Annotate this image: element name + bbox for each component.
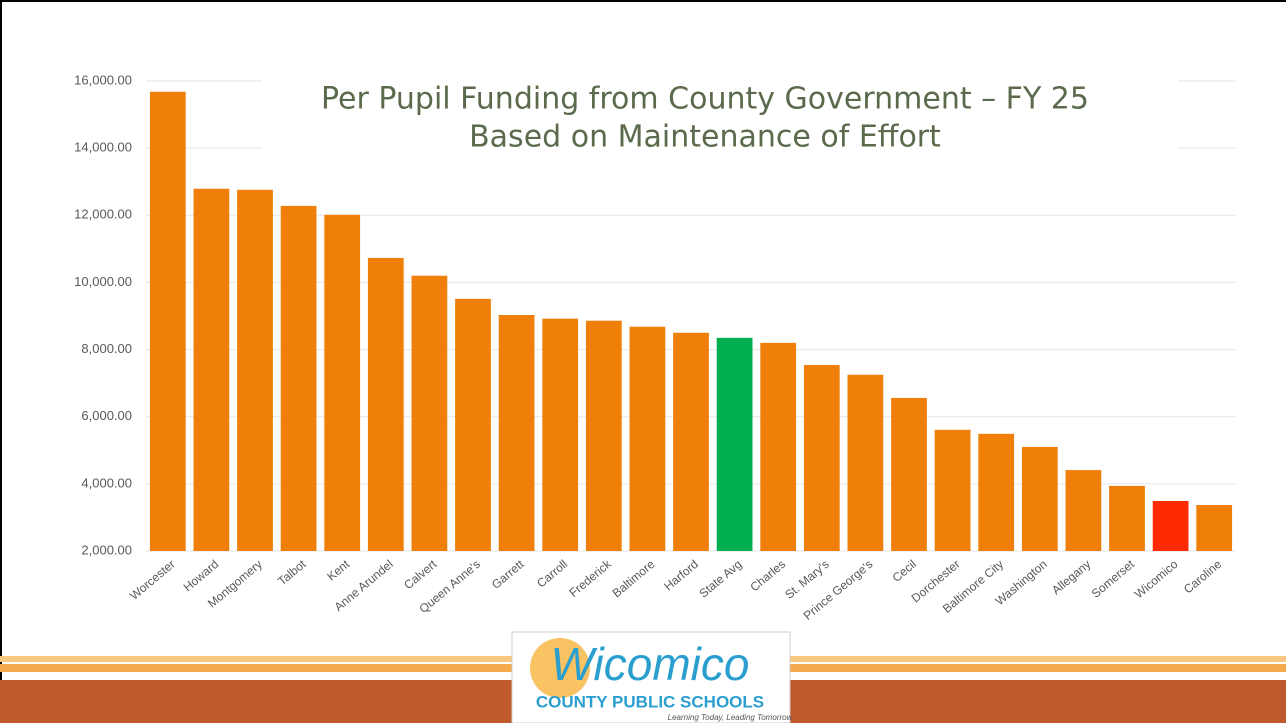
logo-subtitle: COUNTY PUBLIC SCHOOLS: [536, 692, 764, 711]
bar: [803, 365, 840, 551]
y-tick-label: 4,000.00: [81, 475, 132, 490]
bar: [1196, 505, 1233, 551]
title-backdrop: [262, 78, 1178, 158]
bar: [629, 326, 666, 551]
bar: [1109, 485, 1145, 551]
y-tick-label: 16,000.00: [74, 72, 132, 87]
bar: [716, 337, 753, 551]
bar: [1021, 446, 1058, 551]
bar: [760, 342, 797, 551]
bar: [193, 188, 230, 551]
bar: [367, 257, 404, 551]
bar: [455, 298, 491, 551]
bar: [934, 429, 971, 551]
bar: [324, 214, 361, 551]
bar: [1065, 470, 1102, 551]
chart-subtitle: Based on Maintenance of Effort: [469, 120, 941, 155]
y-tick-label: 12,000.00: [74, 207, 132, 222]
bar: [542, 318, 579, 551]
logo-tagline: Learning Today, Leading Tomorrow: [668, 713, 794, 722]
logo-text: Wicomico: [551, 638, 750, 690]
bar: [1152, 500, 1189, 551]
bar: [585, 320, 622, 551]
bar: [149, 91, 186, 551]
bar: [498, 314, 535, 551]
y-tick-label: 8,000.00: [81, 341, 132, 356]
bar: [280, 205, 317, 551]
y-tick-label: 6,000.00: [81, 408, 132, 423]
chart-title: Per Pupil Funding from County Government…: [321, 82, 1089, 117]
y-tick-label: 14,000.00: [74, 140, 132, 155]
bar: [891, 397, 927, 551]
bar: [411, 275, 448, 551]
bar: [237, 189, 273, 551]
logo-sun: [530, 638, 590, 698]
y-tick-label: 10,000.00: [74, 274, 132, 289]
bar: [847, 374, 884, 551]
bar: [978, 433, 1015, 551]
y-tick-label: 2,000.00: [81, 542, 132, 557]
bar: [673, 332, 709, 551]
